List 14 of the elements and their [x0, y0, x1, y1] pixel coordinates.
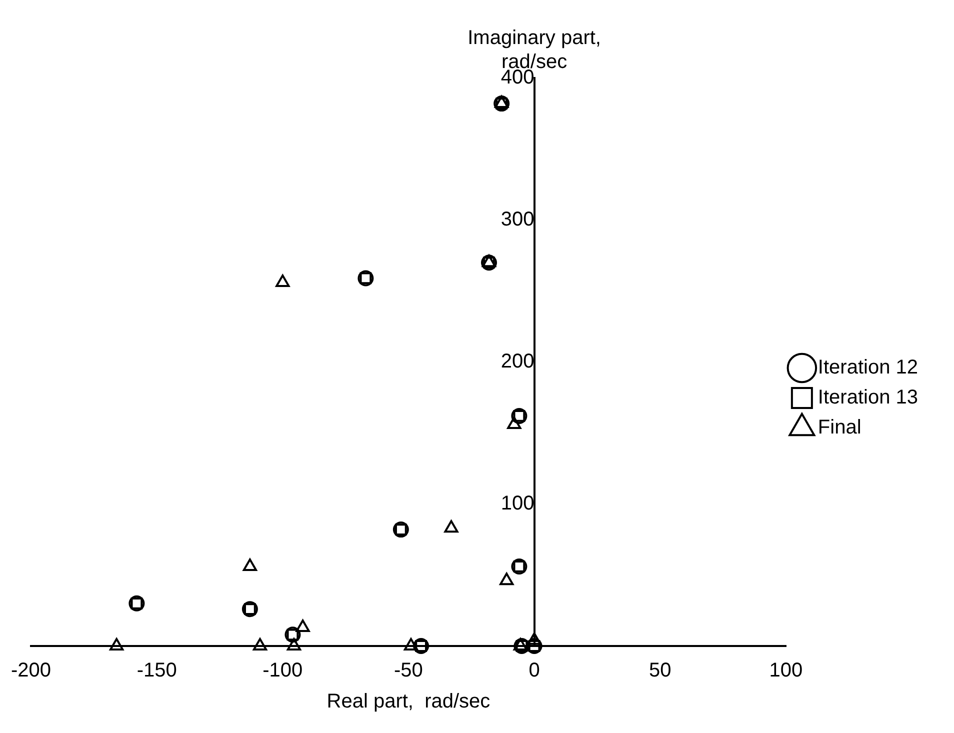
legend-label: Iteration 13 — [818, 386, 918, 409]
legend-label: Final — [818, 416, 862, 439]
x-tick-label: 0 — [528, 660, 540, 682]
y-tick-label: 300 — [500, 208, 534, 231]
x-axis-title: Real part, rad/sec — [326, 690, 490, 713]
x-tick-label: 100 — [769, 660, 803, 682]
x-tick-label: 50 — [648, 660, 672, 682]
x-tick-label: -50 — [394, 660, 423, 682]
legend-label: Iteration 12 — [818, 356, 918, 379]
x-tick-label: -200 — [11, 660, 52, 682]
y-tick-label: 100 — [500, 492, 534, 515]
x-tick-label: -100 — [262, 660, 303, 682]
y-tick-label: 200 — [500, 350, 534, 373]
x-tick-label: -150 — [136, 660, 177, 682]
